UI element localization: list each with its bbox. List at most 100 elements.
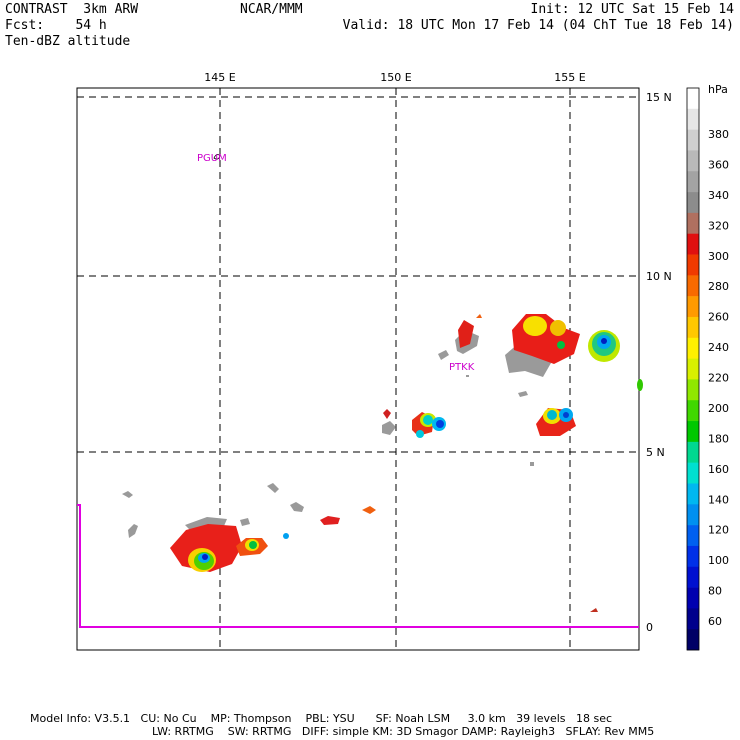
equator-boundary [77, 504, 639, 628]
yellow-core [550, 320, 566, 336]
colorbar-swatch [687, 483, 699, 505]
boundary-lines [77, 504, 639, 628]
lon-tick-145e: 145 E [204, 71, 235, 84]
blue-core [202, 554, 208, 560]
colorbar-label: 280 [708, 280, 729, 293]
colorbar [686, 87, 700, 651]
red-cell [362, 506, 376, 514]
colorbar-swatch [687, 233, 699, 255]
colorbar-swatch [687, 587, 699, 609]
grey-cell [122, 491, 133, 498]
grey-cell [530, 462, 534, 466]
lon-tick-155e: 155 E [554, 71, 585, 84]
cyan-core [423, 415, 433, 425]
blue-core [601, 338, 607, 344]
init-time: Init: 12 UTC Sat 15 Feb 14 [530, 2, 735, 17]
station-ptkk: PTKK [449, 362, 475, 373]
lat-tick-15n: 15 N [646, 91, 672, 104]
colorbar-label: 220 [708, 372, 729, 385]
station-pgum: PGUM [197, 153, 227, 164]
colorbar-label: 320 [708, 219, 729, 232]
colorbar-swatch [687, 171, 699, 193]
cyan-core [283, 533, 289, 539]
colorbar-swatch [687, 254, 699, 276]
forecast-hour: Fcst: 54 h [5, 18, 107, 33]
grey-cell [382, 421, 396, 435]
valid-time: Valid: 18 UTC Mon 17 Feb 14 (04 ChT Tue … [342, 18, 734, 33]
colorbar-swatch [687, 608, 699, 630]
colorbar-swatch [687, 150, 699, 172]
red-cell [383, 409, 391, 419]
lat-tick-10n: 10 N [646, 270, 672, 283]
green-core [557, 341, 565, 349]
map-frame [76, 87, 640, 651]
lat-tick-5n: 5 N [646, 446, 665, 459]
colorbar-label: 100 [708, 554, 729, 567]
colorbar-swatch [687, 504, 699, 526]
green-core [637, 379, 643, 391]
colorbar-label: 200 [708, 402, 729, 415]
colorbar-swatch [687, 88, 699, 110]
grey-cell [438, 350, 449, 360]
model-info-line1: Model Info: V3.5.1 CU: No Cu MP: Thompso… [30, 712, 613, 725]
colorbar-swatch [687, 129, 699, 151]
grey-cell [290, 502, 304, 512]
colorbar-label: 340 [708, 189, 729, 202]
colorbar-swatch [687, 275, 699, 297]
colorbar-label: 120 [708, 524, 729, 537]
colorbar-swatch [687, 358, 699, 380]
colorbar-swatch [687, 462, 699, 484]
model-info-line2: LW: RRTMG SW: RRTMG DIFF: simple KM: 3D … [152, 725, 655, 738]
colorbar-label: 260 [708, 311, 729, 324]
colorbar-label: 80 [708, 585, 722, 598]
model-title: CONTRAST 3km ARW [5, 2, 139, 17]
grey-cell [267, 483, 279, 493]
colorbar-unit: hPa [708, 83, 728, 96]
colorbar-label: 180 [708, 432, 729, 445]
guam-coastline [213, 154, 221, 160]
colorbar-swatch [687, 441, 699, 463]
colorbar-swatch [687, 337, 699, 359]
blue-core [436, 420, 444, 428]
colorbar-swatch [687, 545, 699, 568]
yellow-core [523, 316, 547, 336]
colorbar-label: 380 [708, 128, 729, 141]
grey-cell [240, 518, 250, 526]
colorbar-label: 360 [708, 158, 729, 171]
cyan-core [416, 430, 424, 438]
colorbar-swatch [687, 212, 699, 235]
red-cell [476, 314, 482, 318]
colorbar-swatch [687, 525, 699, 547]
organization-label: NCAR/MMM [240, 2, 303, 17]
red-cell [458, 320, 474, 348]
colorbar-swatch [687, 421, 699, 443]
colorbar-swatch [687, 296, 699, 318]
colorbar-label: 300 [708, 250, 729, 263]
colorbar-swatch [687, 316, 699, 339]
colorbar-label: 60 [708, 615, 722, 628]
lon-tick-150e: 150 E [380, 71, 411, 84]
colorbar-outline [686, 87, 700, 651]
grey-cell [518, 391, 528, 397]
blue-core [563, 412, 569, 418]
red-cell [590, 608, 598, 612]
colorbar-swatch [687, 629, 699, 651]
coastlines [213, 96, 469, 377]
colorbar-label: 240 [708, 341, 729, 354]
cyan-core [547, 410, 557, 420]
cloud-core-cells [188, 316, 643, 572]
colorbar-swatch [687, 192, 699, 214]
colorbar-swatch [687, 108, 699, 130]
colorbar-label: 140 [708, 493, 729, 506]
colorbar-swatch [687, 400, 699, 422]
red-cell [320, 516, 340, 525]
green-core [249, 541, 257, 549]
grey-cell [128, 524, 138, 538]
colorbar-label: 160 [708, 463, 729, 476]
colorbar-swatch [687, 379, 699, 401]
colorbar-labels: 380 360 340 320 300 280 260 240 220 200 180 160 140 1… [708, 128, 729, 628]
lat-tick-0: 0 [646, 621, 653, 634]
field-name: Ten-dBZ altitude [5, 34, 131, 49]
colorbar-swatch [687, 566, 699, 588]
